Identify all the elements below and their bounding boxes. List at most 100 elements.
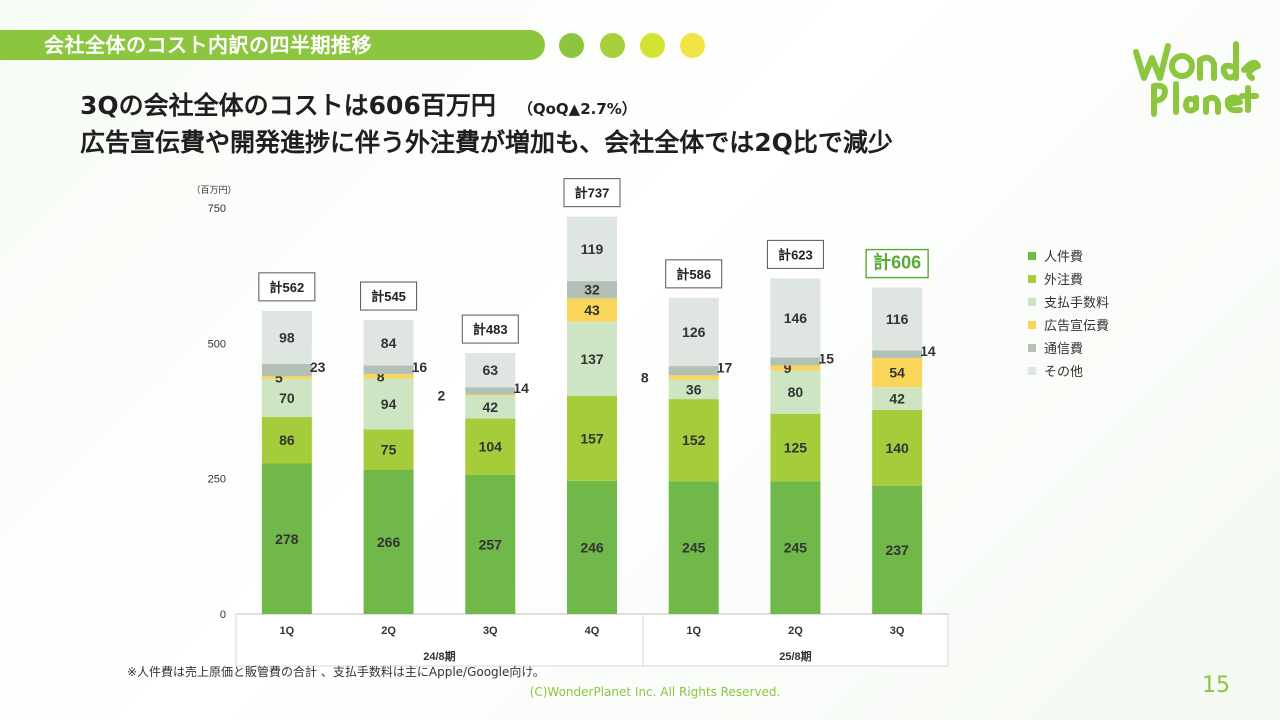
data-label: 157 (580, 430, 604, 446)
data-label: 278 (275, 531, 299, 547)
legend-item: 支払手数料 (1028, 290, 1109, 313)
bar-segment (261, 363, 312, 377)
total-box (865, 248, 929, 279)
total-box (665, 259, 723, 289)
data-label: 9 (784, 360, 792, 376)
legend-item: 通信費 (1028, 336, 1109, 359)
total-label: 計737 (575, 186, 610, 201)
total-box (766, 239, 824, 269)
x-tick-label: 2Q (788, 625, 803, 637)
legend-item: その他 (1028, 359, 1109, 382)
x-tick-label: 4Q (585, 625, 600, 637)
bar-segment (668, 297, 719, 367)
data-label: 43 (584, 302, 600, 318)
total-box (258, 272, 316, 302)
x-tick-label: 2Q (381, 625, 396, 637)
bar-segment (261, 463, 312, 614)
headline-qoq: （QoQ▲2.7%） (517, 100, 637, 118)
y-axis-unit-label: （百万円） (191, 185, 236, 195)
data-label: 5 (275, 370, 283, 386)
data-label: 14 (920, 343, 936, 359)
bar-segment (465, 418, 516, 475)
data-label: 63 (482, 362, 498, 378)
total-box (360, 281, 418, 311)
chart-legend: 人件費外注費支払手数料広告宣伝費通信費その他 (1028, 244, 1109, 382)
bar-segment (465, 387, 516, 395)
data-label: 137 (580, 351, 604, 367)
data-label: 245 (682, 540, 706, 556)
total-label: 計545 (371, 289, 406, 304)
data-label: 94 (381, 396, 397, 412)
legend-swatch (1028, 320, 1036, 329)
bar-segment (770, 357, 821, 366)
data-label: 119 (581, 241, 604, 257)
total-label: 計606 (873, 252, 921, 273)
legend-swatch (1028, 366, 1036, 375)
legend-label: 人件費 (1044, 250, 1084, 265)
data-label: 86 (279, 432, 295, 448)
y-tick-label: 750 (208, 203, 226, 215)
legend-item: 広告宣伝費 (1028, 313, 1109, 336)
bar-segment (465, 394, 516, 396)
bar-segment (770, 370, 821, 414)
bar-segment (668, 399, 719, 482)
bar-segment (770, 481, 821, 614)
headline-total-cost: 3Qの会社全体のコストは606百万円 (80, 91, 496, 120)
data-label: 98 (279, 329, 295, 345)
data-label: 146 (784, 310, 808, 326)
bar-segment (465, 474, 516, 614)
legend-swatch (1028, 297, 1036, 306)
y-tick-label: 0 (220, 609, 226, 621)
data-label: 257 (479, 536, 503, 552)
legend-label: 広告宣伝費 (1044, 319, 1110, 334)
total-label: 計562 (270, 280, 305, 295)
x-tick-label: 3Q (890, 625, 905, 637)
header-dot-2 (600, 33, 625, 58)
data-label: 32 (584, 282, 600, 298)
total-box (461, 314, 519, 344)
legend-item: 人件費 (1028, 244, 1109, 267)
data-label: 70 (279, 390, 295, 406)
bar-segment (872, 485, 923, 614)
legend-item: 外注費 (1028, 267, 1109, 290)
bar-segment (261, 310, 312, 364)
group-label: 25/8期 (779, 649, 811, 663)
legend-label: 支払手数料 (1044, 296, 1110, 311)
legend-label: 通信費 (1044, 342, 1084, 357)
bar-segment (567, 480, 617, 614)
bar-segment (668, 366, 719, 376)
data-label: 237 (885, 542, 909, 558)
bar-segment (465, 353, 516, 388)
header-dot-3 (640, 33, 665, 58)
data-label: 42 (482, 399, 498, 415)
header-band (0, 30, 545, 60)
legend-swatch (1028, 251, 1036, 260)
data-label: 42 (889, 391, 905, 407)
bar-segment (668, 375, 719, 380)
header-dot-1 (559, 33, 584, 58)
data-label: 8 (377, 368, 385, 384)
page-number: 15 (1202, 673, 1230, 698)
data-label: 116 (886, 311, 909, 327)
data-label: 152 (682, 432, 706, 448)
wonder-planet-logo (1133, 41, 1261, 117)
bar-segment (567, 298, 617, 322)
x-tick-label: 1Q (280, 625, 295, 637)
total-label: 計623 (778, 247, 813, 262)
total-box (563, 178, 621, 208)
data-label: 84 (381, 335, 397, 351)
header-dot-4 (680, 33, 705, 58)
legend-swatch (1028, 274, 1036, 283)
data-label: 246 (580, 539, 604, 555)
copyright-text: (C)WonderPlanet Inc. All Rights Reserved… (529, 685, 781, 699)
data-label: 266 (377, 534, 401, 550)
bar-segment (872, 350, 923, 358)
data-label: 80 (788, 384, 804, 400)
bar-segment (770, 413, 821, 482)
bar-segment (770, 278, 821, 358)
bar-segment (261, 379, 312, 417)
data-label: 16 (412, 359, 428, 375)
legend-label: 外注費 (1044, 273, 1084, 288)
group-label: 24/8期 (423, 649, 455, 663)
